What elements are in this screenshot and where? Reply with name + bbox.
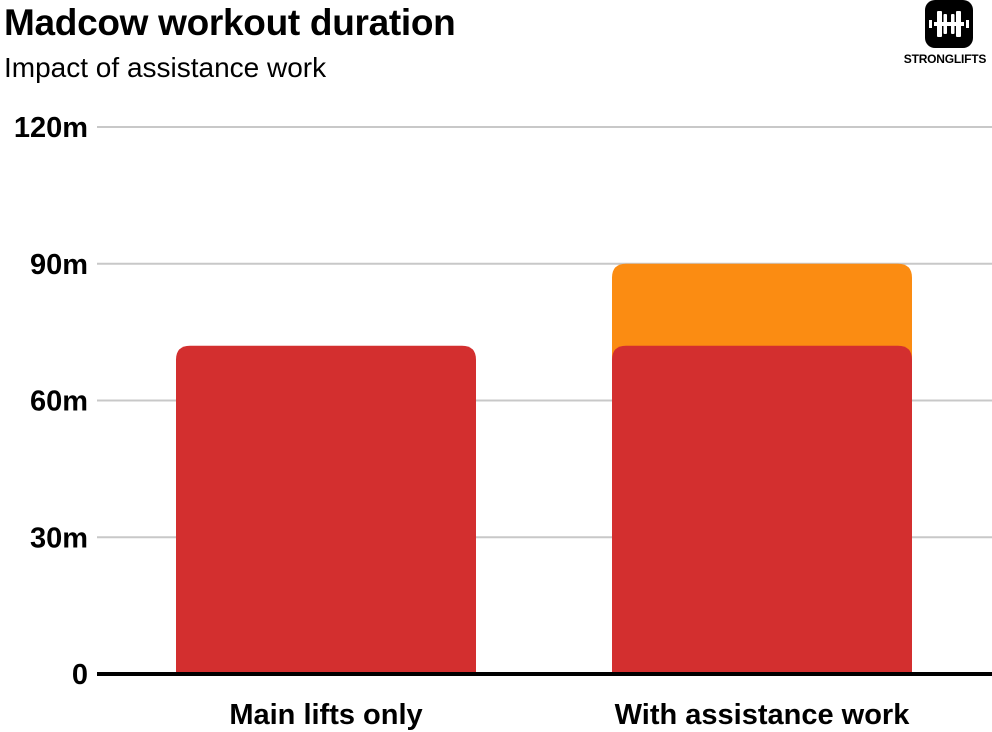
x-category-label: Main lifts only [229,699,422,731]
barbell-icon [925,0,973,48]
y-tick-label: 30m [30,522,88,554]
chart-subtitle: Impact of assistance work [4,52,327,83]
chart-title: Madcow workout duration [4,2,456,43]
logo-text: STRONGLIFTS [903,52,987,66]
bar-main-lifts-segment [176,345,476,674]
y-tick-label: 120m [14,112,88,144]
y-tick-label: 60m [30,386,88,418]
x-category-label: With assistance work [615,699,911,731]
y-tick-label: 90m [30,249,88,281]
stronglifts-logo: STRONGLIFTS [898,0,992,70]
bar-main-lifts-segment [612,345,912,674]
y-tick-label: 0 [72,659,88,691]
